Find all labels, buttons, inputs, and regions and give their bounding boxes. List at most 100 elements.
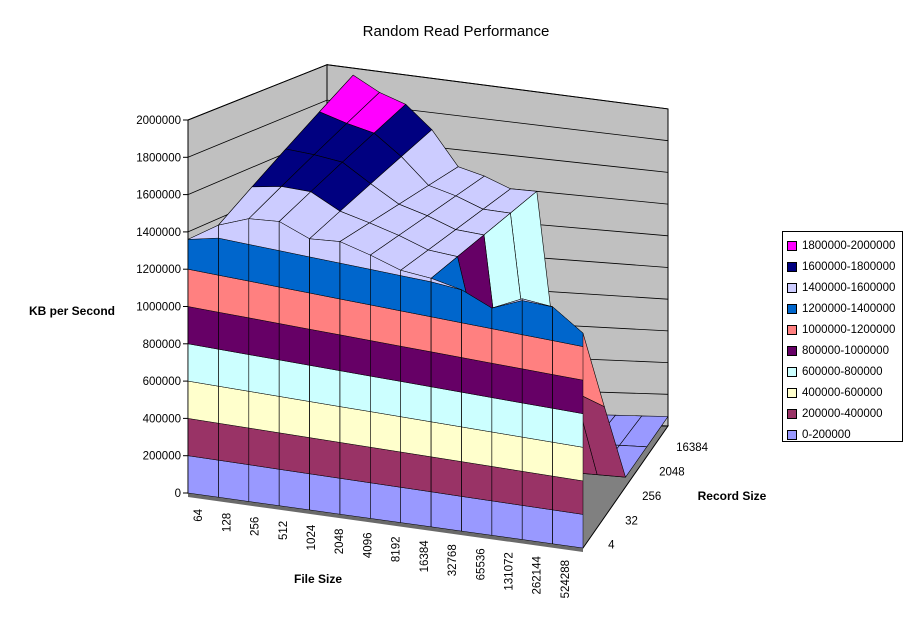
- floor-edge: [188, 493, 583, 552]
- legend-label: 800000-1000000: [802, 344, 889, 357]
- file-size-tick-label: 4096: [362, 533, 374, 559]
- surface-front-band: [400, 345, 432, 388]
- legend-label: 1200000-1400000: [802, 302, 896, 315]
- surface-front-band: [430, 386, 462, 428]
- surface-front-band: [278, 286, 310, 330]
- z-tick-label: 0: [175, 488, 181, 500]
- data-surface: [187, 74, 669, 549]
- surface-front-band: [248, 280, 280, 324]
- legend-swatch: [787, 429, 797, 440]
- surface-front-band: [187, 306, 219, 350]
- file-size-ticks: 64 128 256 512 1024 2048 4096 8192 16384 32768 655…: [193, 508, 572, 598]
- surface-front-band: [218, 459, 250, 502]
- surface-front-band: [187, 268, 219, 313]
- surface-front-band: [491, 328, 523, 370]
- surface-front-band: [521, 471, 553, 511]
- surface-front-band: [278, 323, 310, 366]
- file-size-tick-label: 512: [278, 521, 290, 540]
- legend-item: 800000-1000000: [787, 340, 902, 361]
- surface-front-band: [370, 340, 401, 382]
- legend-label: 0-200000: [802, 428, 851, 441]
- surface-front-band: [309, 256, 341, 300]
- file-size-tick-label: 131072: [503, 552, 515, 590]
- surface-front-band: [521, 402, 553, 443]
- surface-front-band: [218, 237, 250, 282]
- legend-item: 600000-800000: [787, 361, 902, 382]
- z-tick-label: 400000: [143, 413, 181, 425]
- z-tick-label: 600000: [143, 376, 181, 388]
- file-size-tick-label: 65536: [475, 548, 487, 580]
- legend-item: 1600000-1800000: [787, 256, 902, 277]
- surface-front-band: [278, 432, 310, 475]
- surface-front-band: [400, 487, 432, 528]
- surface-front-band: [552, 340, 584, 381]
- surface-front-band: [248, 391, 280, 434]
- surface-front-band: [309, 437, 341, 479]
- file-size-tick-label: 64: [193, 508, 205, 521]
- legend-swatch: [787, 387, 797, 398]
- surface-front-band: [461, 461, 493, 502]
- surface-front-band: [248, 354, 280, 397]
- surface-front-band: [248, 244, 280, 288]
- file-size-tick-label: 262144: [532, 556, 544, 595]
- surface-front-band: [248, 427, 280, 470]
- z-tick-label: 1800000: [136, 152, 181, 164]
- surface-front-band: [370, 446, 401, 488]
- gridline: [187, 64, 669, 121]
- record-size-tick-label: 32: [625, 515, 638, 527]
- record-size-tick-label: 16384: [676, 442, 709, 454]
- surface-front-band: [400, 451, 432, 493]
- surface-front-band: [461, 496, 493, 536]
- file-size-tick-label: 1024: [306, 524, 318, 550]
- surface-front-band: [430, 491, 462, 532]
- x-axis-label: File Size: [294, 572, 342, 586]
- z-tick-label: 200000: [143, 451, 181, 463]
- surface-front-band: [491, 500, 523, 540]
- surface-front-band: [248, 317, 280, 361]
- legend-label: 1800000-2000000: [802, 239, 896, 252]
- legend-swatch: [787, 345, 797, 356]
- surface-front-band: [552, 408, 584, 448]
- surface-front-band: [339, 298, 371, 341]
- surface-front-band: [339, 334, 371, 377]
- surface-front-band: [218, 274, 250, 319]
- z-tick-label: 1400000: [136, 227, 181, 239]
- record-size-tick-label: 2048: [659, 466, 685, 478]
- file-size-tick-label: 256: [250, 517, 262, 536]
- surface-front-band: [218, 422, 250, 465]
- surface-front-band: [370, 411, 401, 453]
- surface-front-band: [430, 421, 462, 462]
- surface-front-band: [309, 328, 341, 371]
- surface-front-band: [461, 322, 493, 364]
- z-tick-label: 2000000: [136, 115, 181, 127]
- surface-front-band: [400, 275, 432, 318]
- surface-front-band: [370, 268, 401, 312]
- legend-item: 0-200000: [787, 424, 902, 445]
- file-size-tick-label: 32768: [447, 544, 459, 576]
- surface-front-band: [400, 381, 432, 423]
- surface-front-band: [278, 250, 310, 294]
- surface-front-band: [339, 406, 371, 448]
- surface-front-band: [339, 370, 371, 412]
- surface-front-band: [552, 441, 584, 482]
- legend-swatch: [787, 324, 797, 335]
- surface-front-band: [400, 310, 432, 353]
- z-axis-ticks: 0 200000 400000 600000 800000 1000000 1200000 1…: [136, 115, 188, 500]
- surface-front-band: [187, 343, 219, 387]
- surface-front-band: [430, 456, 462, 497]
- gridline: [187, 99, 669, 158]
- surface-front-band: [309, 365, 341, 407]
- surface-front-band: [218, 385, 250, 429]
- surface-front-band: [521, 368, 553, 409]
- legend-label: 600000-800000: [802, 365, 883, 378]
- surface-front-band: [491, 362, 523, 404]
- legend-item: 200000-400000: [787, 403, 902, 424]
- legend-label: 1600000-1800000: [802, 260, 896, 273]
- surface-front-band: [339, 262, 371, 306]
- surface-front-band: [339, 442, 371, 484]
- file-size-tick-label: 524288: [560, 560, 572, 598]
- legend-item: 1200000-1400000: [787, 298, 902, 319]
- legend-swatch: [787, 282, 797, 293]
- legend-label: 1000000-1200000: [802, 323, 896, 336]
- surface-front-band: [552, 509, 584, 549]
